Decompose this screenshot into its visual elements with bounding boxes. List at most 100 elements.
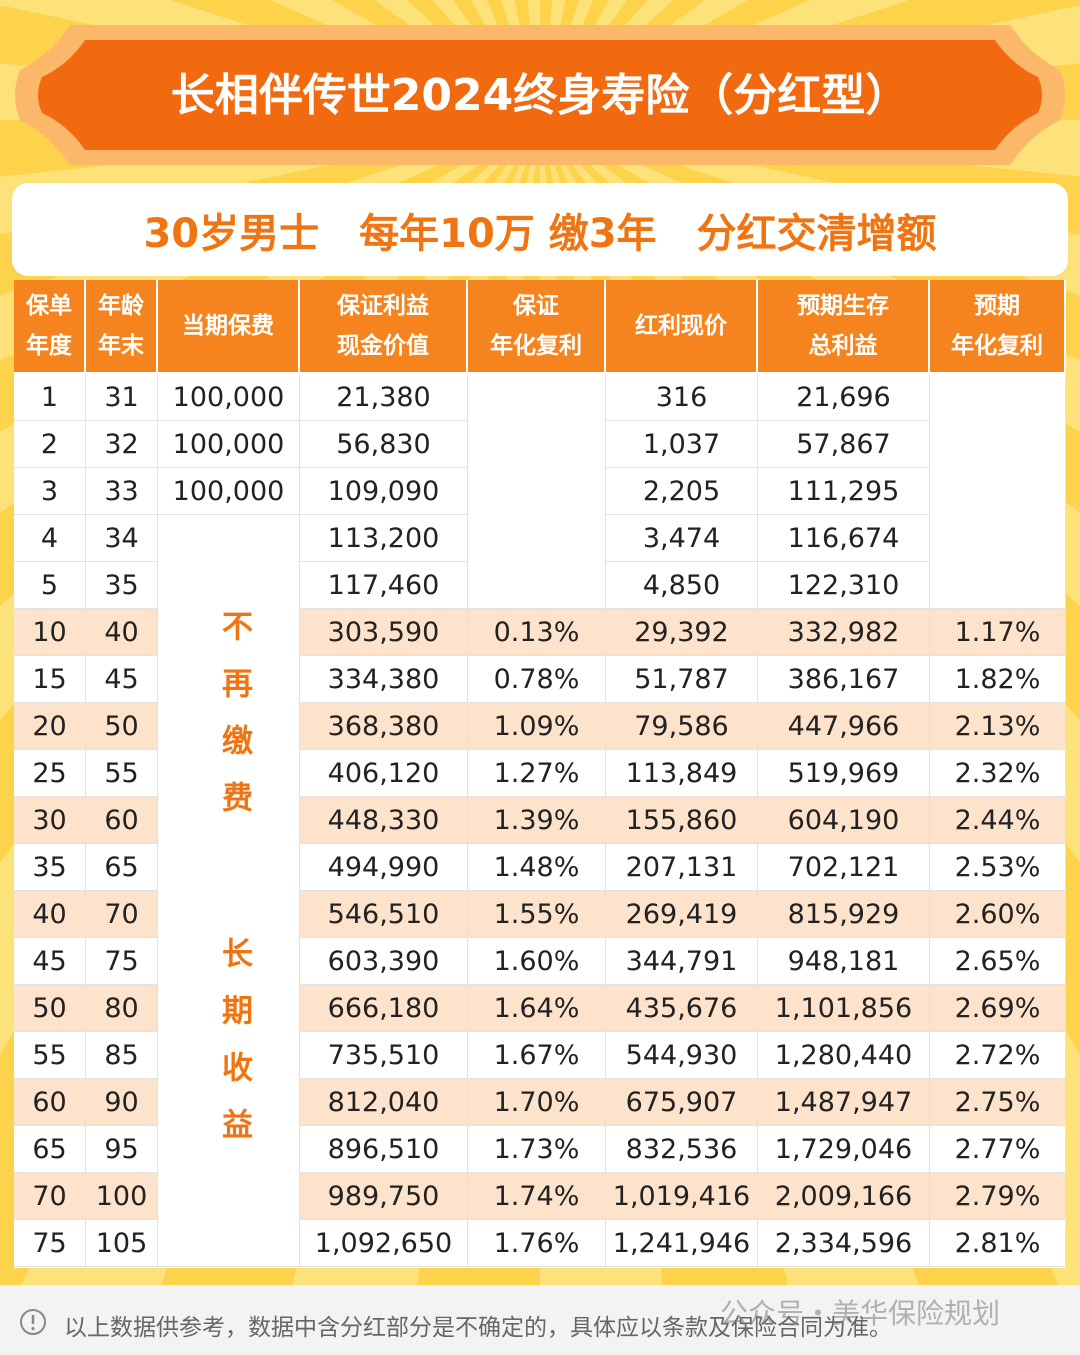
- header-text: 年度: [26, 333, 72, 359]
- merged-cell: [930, 374, 1066, 609]
- table-cell: 604,190: [758, 797, 930, 844]
- table-cell: 316: [606, 374, 758, 421]
- header-text: 总利益: [808, 333, 878, 359]
- table-cell: 815,929: [758, 891, 930, 938]
- table-cell: 448,330: [300, 797, 468, 844]
- table-cell: 3,474: [606, 515, 758, 562]
- table-cell: 2.60%: [930, 891, 1066, 938]
- table-cell: 31: [86, 374, 158, 421]
- table-cell: 100,000: [158, 374, 300, 421]
- header-text: 保单: [26, 293, 72, 319]
- table-cell: 0.13%: [468, 609, 606, 656]
- table-cell: 1,487,947: [758, 1079, 930, 1126]
- merged-cell: [158, 515, 300, 1267]
- table-cell: 45: [14, 938, 86, 985]
- table-cell: 2.75%: [930, 1079, 1066, 1126]
- header-cell: 年龄 年末: [86, 280, 158, 372]
- table-cell: 368,380: [300, 703, 468, 750]
- table-cell: 21,380: [300, 374, 468, 421]
- table-cell: 100,000: [158, 468, 300, 515]
- table-cell: 80: [86, 985, 158, 1032]
- table-cell: 1,280,440: [758, 1032, 930, 1079]
- table-cell: 65: [14, 1126, 86, 1173]
- table-cell: 812,040: [300, 1079, 468, 1126]
- table-cell: 1.55%: [468, 891, 606, 938]
- table-cell: 666,180: [300, 985, 468, 1032]
- table-cell: 332,982: [758, 609, 930, 656]
- table-cell: 56,830: [300, 421, 468, 468]
- header-text: 保证: [513, 293, 559, 319]
- table-cell: 1,241,946: [606, 1220, 758, 1267]
- table-cell: 40: [86, 609, 158, 656]
- table-cell: 269,419: [606, 891, 758, 938]
- table-cell: 51,787: [606, 656, 758, 703]
- table-cell: 1.70%: [468, 1079, 606, 1126]
- table-cell: 1.39%: [468, 797, 606, 844]
- table-cell: 85: [86, 1032, 158, 1079]
- table-cell: 406,120: [300, 750, 468, 797]
- table-cell: 435,676: [606, 985, 758, 1032]
- title: 长相伴传世2024终身寿险（分红型）: [170, 70, 910, 121]
- table: 保单 年度 年龄 年末 当期保费 保证利益 现金价值 保证 年化复利 红利现价 预期生存 总利益 预期年…: [14, 280, 1066, 1268]
- table-cell: 1,037: [606, 421, 758, 468]
- table-cell: 40: [14, 891, 86, 938]
- table-cell: 2.79%: [930, 1173, 1066, 1220]
- table-cell: 2.69%: [930, 985, 1066, 1032]
- table-cell: 1.73%: [468, 1126, 606, 1173]
- table-cell: 20: [14, 703, 86, 750]
- table-cell: 25: [14, 750, 86, 797]
- table-cell: 33: [86, 468, 158, 515]
- table-cell: 50: [14, 985, 86, 1032]
- table-cell: 35: [86, 562, 158, 609]
- table-cell: 1.60%: [468, 938, 606, 985]
- table-cell: 675,907: [606, 1079, 758, 1126]
- table-cell: 447,966: [758, 703, 930, 750]
- table-cell: 30: [14, 797, 86, 844]
- table-cell: 21,696: [758, 374, 930, 421]
- table-cell: 1,729,046: [758, 1126, 930, 1173]
- table-cell: 4,850: [606, 562, 758, 609]
- header-cell: 保证利益 现金价值: [300, 280, 468, 372]
- header-cell: 预期生存 总利益: [758, 280, 930, 372]
- table-cell: 79,586: [606, 703, 758, 750]
- table-cell: 1.67%: [468, 1032, 606, 1079]
- table-cell: 1,101,856: [758, 985, 930, 1032]
- table-cell: 1: [14, 374, 86, 421]
- table-cell: 55: [86, 750, 158, 797]
- table-cell: 32: [86, 421, 158, 468]
- table-cell: 1.74%: [468, 1173, 606, 1220]
- table-cell: 45: [86, 656, 158, 703]
- header-cell: 红利现价: [606, 280, 758, 372]
- table-cell: 544,930: [606, 1032, 758, 1079]
- footer: [0, 1285, 1080, 1355]
- table-cell: 5: [14, 562, 86, 609]
- table-cell: 109,090: [300, 468, 468, 515]
- table-cell: 1.48%: [468, 844, 606, 891]
- table-cell: 2.77%: [930, 1126, 1066, 1173]
- table-cell: 2,334,596: [758, 1220, 930, 1267]
- table-cell: 105: [86, 1220, 158, 1267]
- table-cell: 344,791: [606, 938, 758, 985]
- table-cell: 2.65%: [930, 938, 1066, 985]
- table-cell: 303,590: [300, 609, 468, 656]
- subtitle-box: [12, 183, 1068, 276]
- header-cell: 保证 年化复利: [468, 280, 606, 372]
- header-text: 年龄: [98, 293, 144, 319]
- vertical-note: 长期收益: [216, 937, 252, 1165]
- table-cell: 2.81%: [930, 1220, 1066, 1267]
- table-cell: 2,009,166: [758, 1173, 930, 1220]
- table-cell: 3: [14, 468, 86, 515]
- table-cell: 2.13%: [930, 703, 1066, 750]
- table-cell: 334,380: [300, 656, 468, 703]
- header-text: 当期保费: [182, 313, 274, 339]
- table-cell: 100: [86, 1173, 158, 1220]
- vertical-note: 不再缴费: [216, 610, 252, 838]
- header-cell: 保单 年度: [14, 280, 86, 372]
- table-cell: 2: [14, 421, 86, 468]
- table-cell: 494,990: [300, 844, 468, 891]
- table-cell: 90: [86, 1079, 158, 1126]
- table-cell: 0.78%: [468, 656, 606, 703]
- table-cell: 10: [14, 609, 86, 656]
- table-cell: 35: [14, 844, 86, 891]
